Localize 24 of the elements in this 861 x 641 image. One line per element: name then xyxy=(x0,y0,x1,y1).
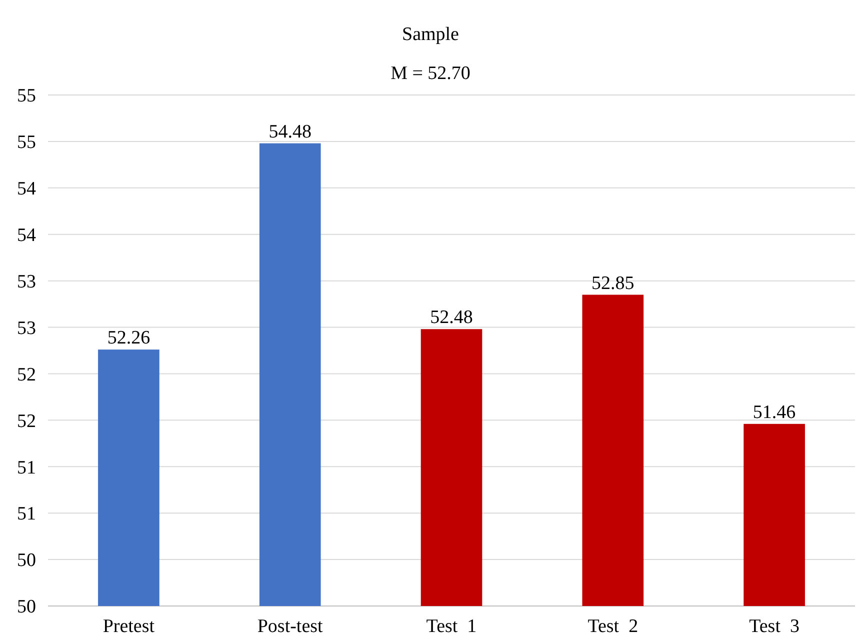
y-tick-label: 52 xyxy=(17,364,36,386)
data-label: 52.26 xyxy=(107,328,150,349)
y-tick-label: 53 xyxy=(17,318,36,339)
y-tick-label: 54 xyxy=(17,225,36,246)
y-tick-label: 51 xyxy=(17,457,36,478)
y-tick-label: 50 xyxy=(17,596,36,618)
x-tick-label: Test 1 xyxy=(426,616,477,637)
y-tick-label: 55 xyxy=(17,86,36,107)
chart-title: Sample xyxy=(402,24,459,45)
x-tick-label: Pretest xyxy=(102,616,156,637)
data-label: 51.46 xyxy=(752,402,796,423)
data-label: 54.48 xyxy=(268,121,312,142)
y-tick-label: 54 xyxy=(17,178,36,200)
data-label: 52.48 xyxy=(430,307,473,328)
y-tick-label: 51 xyxy=(17,504,36,525)
data-label: 52.85 xyxy=(592,272,634,294)
y-tick-label: 52 xyxy=(17,410,36,432)
x-tick-label: Test 2 xyxy=(588,616,638,637)
y-tick-label: 53 xyxy=(17,271,36,292)
y-tick-label: 50 xyxy=(17,550,36,572)
y-tick-label: 55 xyxy=(17,132,36,154)
x-tick-label: Post-test xyxy=(257,616,324,637)
chart-subtitle: M = 52.70 xyxy=(390,63,470,84)
x-tick-label: Test 3 xyxy=(749,616,800,637)
